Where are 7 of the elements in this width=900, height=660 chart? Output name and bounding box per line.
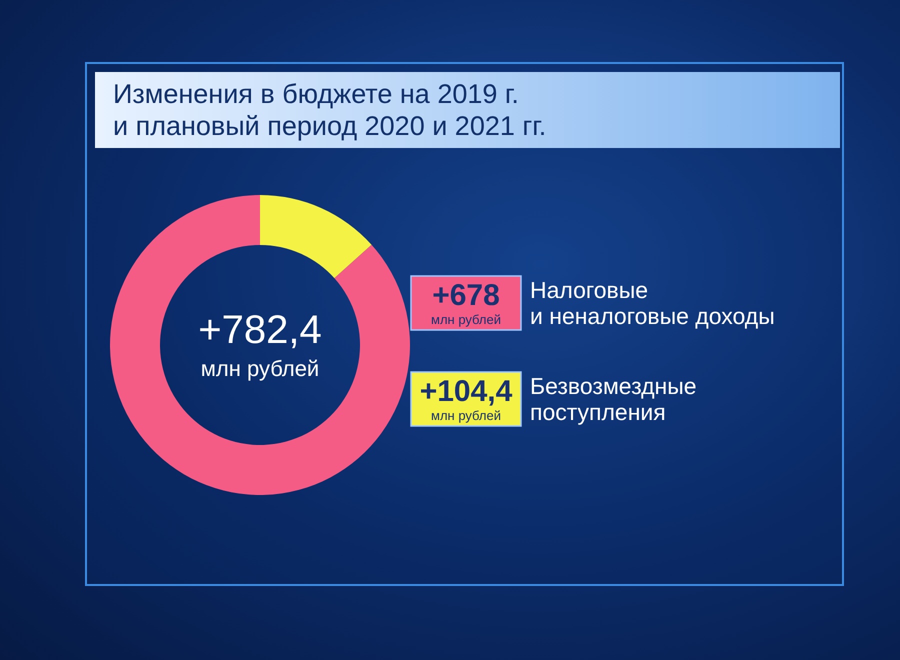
donut-slice <box>260 195 372 278</box>
data-label: +678 млн рублей <box>431 279 501 327</box>
slice-label: Налоговые и неналоговые доходы <box>530 277 775 329</box>
data-label: +104,4 млн рублей <box>420 375 513 423</box>
text: +782,4 млн рублей <box>198 308 322 381</box>
legend-label: Безвозмездные поступления <box>530 373 697 425</box>
chart-title: Изменения в бюджете на 2019 г. и плановый период 2020 и 2021 гг. <box>95 72 840 148</box>
